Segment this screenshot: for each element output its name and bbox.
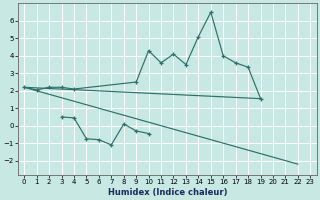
X-axis label: Humidex (Indice chaleur): Humidex (Indice chaleur)	[108, 188, 227, 197]
